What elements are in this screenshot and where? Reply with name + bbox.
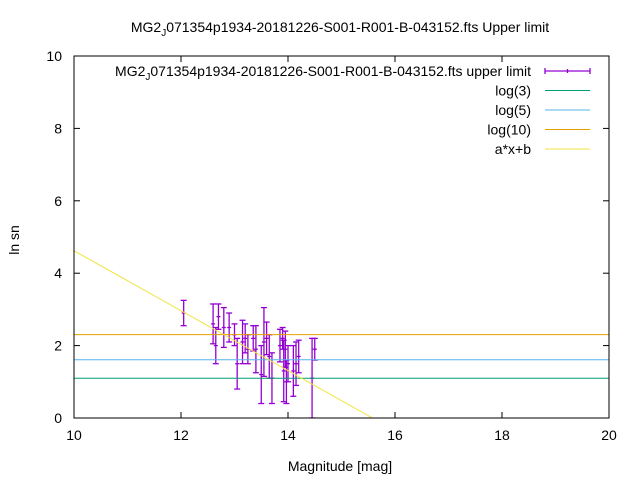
data-point-9 (242, 323, 249, 354)
data-point-23 (285, 344, 291, 383)
data-point-4 (220, 306, 227, 349)
plot-content (74, 250, 609, 418)
data-point-20 (280, 339, 287, 403)
axes: 10 12 14 16 18 20 0 2 4 6 8 10 (46, 48, 617, 443)
plot-frame (73, 55, 610, 419)
y-tick-label-3: 6 (54, 193, 62, 209)
data-point-24 (290, 344, 297, 397)
y-tick-label-0: 0 (54, 410, 62, 426)
data-point-1 (210, 303, 217, 345)
data-point-3 (215, 303, 222, 330)
data-point-12 (252, 325, 259, 374)
x-axis-label: Magnitude [mag] (288, 458, 392, 474)
legend-item-3: log(10) (487, 122, 590, 138)
series-errorbars (180, 299, 318, 418)
data-point-15 (263, 321, 270, 356)
data-point-26 (295, 339, 302, 374)
legend: MG2J071354p1934-20181226-S001-R001-B-043… (115, 63, 591, 157)
series-line-4 (74, 250, 373, 418)
x-tick-label-1: 12 (173, 427, 189, 443)
data-point-7 (234, 337, 241, 390)
chart-title-prefix: MG2 (131, 19, 162, 35)
x-tick-label-2: 14 (280, 427, 296, 443)
x-tick-label-0: 10 (66, 427, 82, 443)
legend-label-0: MG2J071354p1934-20181226-S001-R001-B-043… (115, 63, 531, 83)
x-tick-label-3: 16 (387, 427, 403, 443)
y-axis-label: ln sn (6, 225, 22, 255)
legend-label-2: log(5) (495, 102, 531, 118)
chart-title-suffix: 071354p1934-20181226-S001-R001-B-043152.… (166, 19, 549, 35)
data-point-8 (239, 319, 246, 365)
x-tick-label-5: 20 (601, 427, 617, 443)
chart-title: MG2J071354p1934-20181226-S001-R001-B-043… (131, 19, 549, 39)
legend-item-1: log(3) (495, 83, 590, 99)
y-tick-label-1: 2 (54, 338, 62, 354)
data-point-21 (282, 330, 289, 368)
legend-label-1: log(3) (495, 83, 531, 99)
chart-title-sub: J (161, 28, 166, 39)
x-tick-label-4: 18 (494, 427, 510, 443)
legend-item-4: a*x+b (495, 141, 590, 157)
legend-item-0: MG2J071354p1934-20181226-S001-R001-B-043… (115, 63, 591, 83)
legend-item-2: log(5) (495, 102, 590, 118)
data-point-14 (260, 306, 267, 378)
y-tick-label-2: 4 (54, 265, 62, 281)
data-point-2 (212, 326, 219, 365)
legend-label-4: a*x+b (495, 141, 531, 157)
y-tick-label-4: 8 (54, 120, 62, 136)
y-tick-label-5: 10 (46, 48, 62, 64)
legend-label-3: log(10) (487, 122, 531, 138)
